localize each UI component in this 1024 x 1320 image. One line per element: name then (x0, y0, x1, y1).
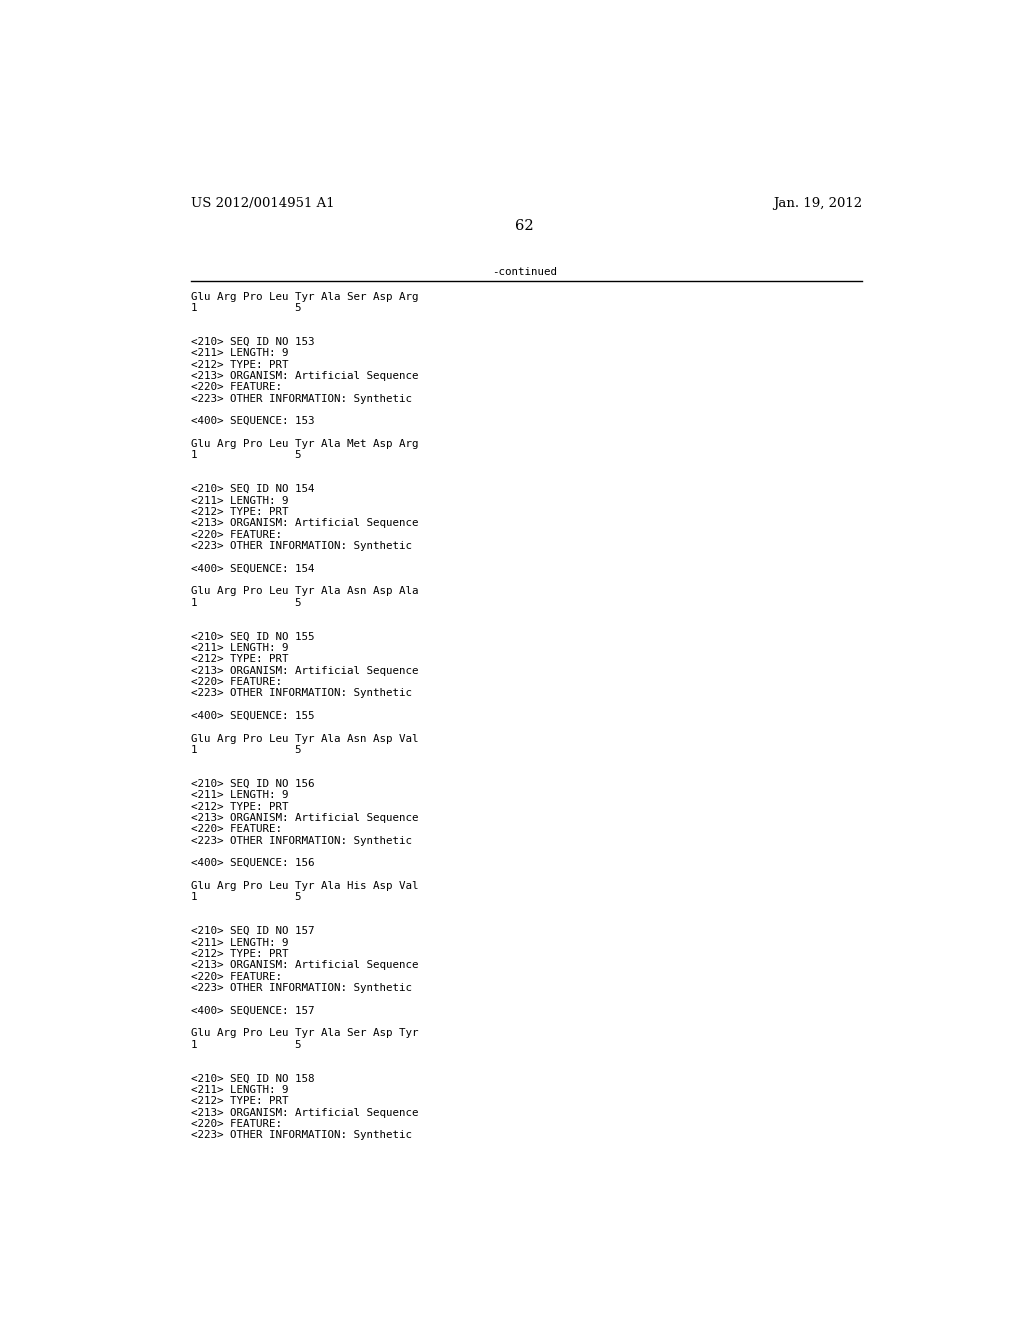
Text: 1               5: 1 5 (191, 744, 302, 755)
Text: 1               5: 1 5 (191, 302, 302, 313)
Text: <213> ORGANISM: Artificial Sequence: <213> ORGANISM: Artificial Sequence (191, 371, 419, 381)
Text: <210> SEQ ID NO 156: <210> SEQ ID NO 156 (191, 779, 315, 789)
Text: Glu Arg Pro Leu Tyr Ala His Asp Val: Glu Arg Pro Leu Tyr Ala His Asp Val (191, 880, 419, 891)
Text: -continued: -continued (493, 267, 557, 277)
Text: Glu Arg Pro Leu Tyr Ala Met Asp Arg: Glu Arg Pro Leu Tyr Ala Met Asp Arg (191, 438, 419, 449)
Text: <223> OTHER INFORMATION: Synthetic: <223> OTHER INFORMATION: Synthetic (191, 541, 413, 550)
Text: <220> FEATURE:: <220> FEATURE: (191, 529, 283, 540)
Text: <212> TYPE: PRT: <212> TYPE: PRT (191, 507, 289, 517)
Text: Glu Arg Pro Leu Tyr Ala Asn Asp Val: Glu Arg Pro Leu Tyr Ala Asn Asp Val (191, 734, 419, 743)
Text: Glu Arg Pro Leu Tyr Ala Ser Asp Arg: Glu Arg Pro Leu Tyr Ala Ser Asp Arg (191, 292, 419, 301)
Text: <210> SEQ ID NO 158: <210> SEQ ID NO 158 (191, 1073, 315, 1084)
Text: <213> ORGANISM: Artificial Sequence: <213> ORGANISM: Artificial Sequence (191, 1107, 419, 1118)
Text: <211> LENGTH: 9: <211> LENGTH: 9 (191, 643, 289, 653)
Text: <212> TYPE: PRT: <212> TYPE: PRT (191, 359, 289, 370)
Text: <210> SEQ ID NO 157: <210> SEQ ID NO 157 (191, 927, 315, 936)
Text: <220> FEATURE:: <220> FEATURE: (191, 824, 283, 834)
Text: <211> LENGTH: 9: <211> LENGTH: 9 (191, 1085, 289, 1094)
Text: <400> SEQUENCE: 157: <400> SEQUENCE: 157 (191, 1006, 315, 1015)
Text: <220> FEATURE:: <220> FEATURE: (191, 1119, 283, 1129)
Text: <212> TYPE: PRT: <212> TYPE: PRT (191, 1096, 289, 1106)
Text: <223> OTHER INFORMATION: Synthetic: <223> OTHER INFORMATION: Synthetic (191, 1130, 413, 1140)
Text: <211> LENGTH: 9: <211> LENGTH: 9 (191, 495, 289, 506)
Text: <211> LENGTH: 9: <211> LENGTH: 9 (191, 791, 289, 800)
Text: <400> SEQUENCE: 155: <400> SEQUENCE: 155 (191, 711, 315, 721)
Text: <223> OTHER INFORMATION: Synthetic: <223> OTHER INFORMATION: Synthetic (191, 983, 413, 993)
Text: <212> TYPE: PRT: <212> TYPE: PRT (191, 801, 289, 812)
Text: <212> TYPE: PRT: <212> TYPE: PRT (191, 949, 289, 958)
Text: US 2012/0014951 A1: US 2012/0014951 A1 (191, 197, 335, 210)
Text: <400> SEQUENCE: 153: <400> SEQUENCE: 153 (191, 416, 315, 426)
Text: <213> ORGANISM: Artificial Sequence: <213> ORGANISM: Artificial Sequence (191, 813, 419, 822)
Text: 1               5: 1 5 (191, 450, 302, 461)
Text: <213> ORGANISM: Artificial Sequence: <213> ORGANISM: Artificial Sequence (191, 519, 419, 528)
Text: 1               5: 1 5 (191, 598, 302, 607)
Text: <223> OTHER INFORMATION: Synthetic: <223> OTHER INFORMATION: Synthetic (191, 688, 413, 698)
Text: <210> SEQ ID NO 154: <210> SEQ ID NO 154 (191, 484, 315, 494)
Text: <211> LENGTH: 9: <211> LENGTH: 9 (191, 937, 289, 948)
Text: <220> FEATURE:: <220> FEATURE: (191, 677, 283, 686)
Text: <210> SEQ ID NO 153: <210> SEQ ID NO 153 (191, 337, 315, 347)
Text: Glu Arg Pro Leu Tyr Ala Ser Asp Tyr: Glu Arg Pro Leu Tyr Ala Ser Asp Tyr (191, 1028, 419, 1039)
Text: 1               5: 1 5 (191, 1040, 302, 1049)
Text: <213> ORGANISM: Artificial Sequence: <213> ORGANISM: Artificial Sequence (191, 665, 419, 676)
Text: <213> ORGANISM: Artificial Sequence: <213> ORGANISM: Artificial Sequence (191, 960, 419, 970)
Text: 1               5: 1 5 (191, 892, 302, 902)
Text: Jan. 19, 2012: Jan. 19, 2012 (773, 197, 862, 210)
Text: Glu Arg Pro Leu Tyr Ala Asn Asp Ala: Glu Arg Pro Leu Tyr Ala Asn Asp Ala (191, 586, 419, 597)
Text: <220> FEATURE:: <220> FEATURE: (191, 383, 283, 392)
Text: <212> TYPE: PRT: <212> TYPE: PRT (191, 655, 289, 664)
Text: 62: 62 (515, 219, 535, 234)
Text: <210> SEQ ID NO 155: <210> SEQ ID NO 155 (191, 631, 315, 642)
Text: <400> SEQUENCE: 156: <400> SEQUENCE: 156 (191, 858, 315, 869)
Text: <223> OTHER INFORMATION: Synthetic: <223> OTHER INFORMATION: Synthetic (191, 393, 413, 404)
Text: <223> OTHER INFORMATION: Synthetic: <223> OTHER INFORMATION: Synthetic (191, 836, 413, 846)
Text: <400> SEQUENCE: 154: <400> SEQUENCE: 154 (191, 564, 315, 573)
Text: <211> LENGTH: 9: <211> LENGTH: 9 (191, 348, 289, 358)
Text: <220> FEATURE:: <220> FEATURE: (191, 972, 283, 982)
